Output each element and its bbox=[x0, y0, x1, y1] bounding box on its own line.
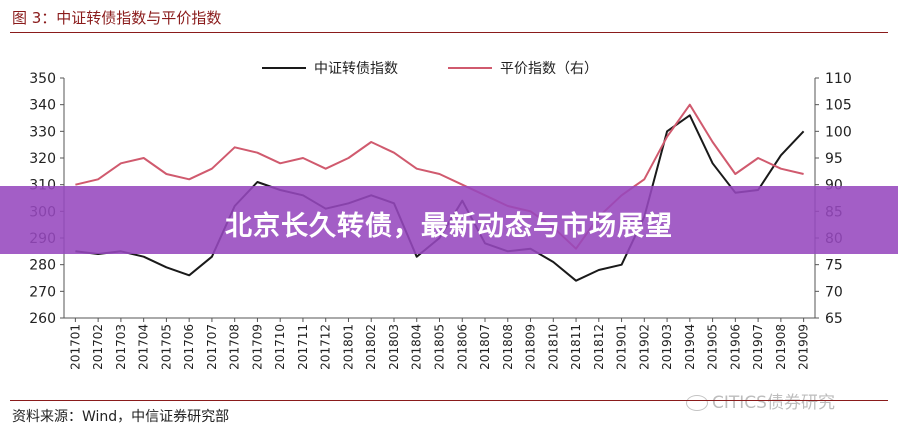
watermark: CITICS债券研究 bbox=[686, 388, 835, 413]
x-tick-label: 201706 bbox=[182, 324, 196, 370]
line-chart: 2602702802903003103203303403506570758085… bbox=[29, 61, 851, 370]
x-tick-label: 201710 bbox=[273, 324, 287, 370]
x-tick-label: 201708 bbox=[228, 324, 242, 370]
right-tick-label: 65 bbox=[825, 311, 843, 327]
x-tick-label: 201809 bbox=[524, 324, 538, 370]
x-tick-label: 201909 bbox=[797, 324, 811, 370]
series-line-2 bbox=[75, 103, 804, 250]
x-tick-label: 201703 bbox=[114, 324, 128, 370]
x-tick-label: 201902 bbox=[637, 324, 651, 370]
left-tick-label: 260 bbox=[29, 311, 56, 327]
left-tick-label: 270 bbox=[29, 284, 56, 300]
x-tick-label: 201906 bbox=[728, 324, 742, 370]
watermark-text: CITICS债券研究 bbox=[712, 393, 835, 413]
right-tick-label: 110 bbox=[825, 71, 852, 87]
top-rule bbox=[10, 32, 888, 33]
x-tick-label: 201904 bbox=[683, 324, 697, 370]
x-tick-label: 201802 bbox=[364, 324, 378, 370]
left-tick-label: 330 bbox=[29, 124, 56, 140]
x-tick-label: 201704 bbox=[137, 324, 151, 370]
x-tick-label: 201808 bbox=[501, 324, 515, 370]
x-tick-label: 201801 bbox=[341, 324, 355, 370]
x-tick-label: 201701 bbox=[68, 324, 82, 370]
bottom-rule bbox=[10, 400, 888, 401]
x-tick-label: 201811 bbox=[569, 324, 583, 370]
legend-label-1: 中证转债指数 bbox=[314, 61, 398, 77]
figure-title: 图 3：中证转债指数与平价指数 bbox=[12, 9, 222, 27]
wechat-icon bbox=[686, 395, 708, 411]
right-tick-label: 70 bbox=[825, 284, 843, 300]
right-tick-label: 100 bbox=[825, 124, 852, 140]
x-tick-label: 201804 bbox=[410, 324, 424, 370]
figure-source: 资料来源：Wind，中信证券研究部 bbox=[12, 409, 230, 425]
x-tick-label: 201705 bbox=[159, 324, 173, 370]
x-tick-label: 201711 bbox=[296, 324, 310, 370]
x-tick-label: 201712 bbox=[319, 324, 333, 370]
right-tick-label: 75 bbox=[825, 258, 843, 274]
x-tick-label: 201707 bbox=[205, 324, 219, 370]
x-tick-label: 201908 bbox=[774, 324, 788, 370]
x-tick-label: 201810 bbox=[546, 324, 560, 370]
left-tick-label: 320 bbox=[29, 151, 56, 167]
x-tick-label: 201803 bbox=[387, 324, 401, 370]
left-tick-label: 340 bbox=[29, 98, 56, 114]
x-tick-label: 201807 bbox=[478, 324, 492, 370]
right-tick-label: 95 bbox=[825, 151, 843, 167]
left-tick-label: 350 bbox=[29, 71, 56, 87]
x-tick-label: 201907 bbox=[751, 324, 765, 370]
x-tick-label: 201812 bbox=[592, 324, 606, 370]
x-tick-label: 201709 bbox=[250, 324, 264, 370]
overlay-banner: 北京长久转债，最新动态与市场展望 bbox=[0, 186, 898, 254]
legend-group: 中证转债指数 平价指数（右） bbox=[262, 61, 598, 77]
x-tick-label: 201901 bbox=[615, 324, 629, 370]
x-tick-label: 201805 bbox=[433, 324, 447, 370]
legend-label-2: 平价指数（右） bbox=[500, 61, 598, 77]
x-tick-label: 201905 bbox=[706, 324, 720, 370]
right-tick-label: 105 bbox=[825, 98, 852, 114]
axes-group: 2602702802903003103203303403506570758085… bbox=[29, 71, 851, 370]
x-tick-label: 201702 bbox=[91, 324, 105, 370]
figure-header: 图 3：中证转债指数与平价指数 bbox=[0, 0, 898, 34]
banner-text: 北京长久转债，最新动态与市场展望 bbox=[225, 211, 673, 242]
x-tick-label: 201806 bbox=[455, 324, 469, 370]
x-tick-label: 201903 bbox=[660, 324, 674, 370]
left-tick-label: 280 bbox=[29, 258, 56, 274]
